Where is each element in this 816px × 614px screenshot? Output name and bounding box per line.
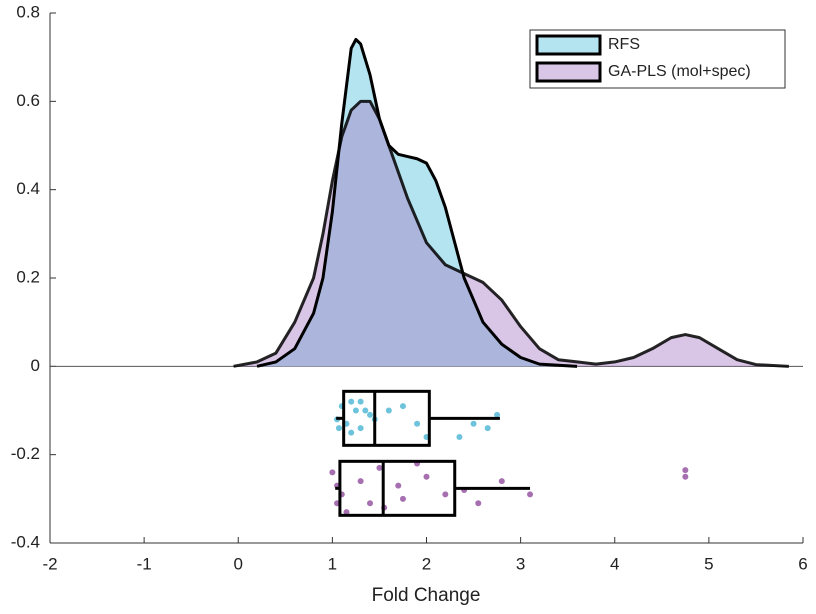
x-tick-label: 6 — [798, 554, 807, 573]
data-point — [395, 482, 402, 489]
x-tick-label: 0 — [234, 554, 243, 573]
data-point — [442, 491, 449, 498]
data-point — [498, 478, 505, 485]
data-point — [376, 464, 383, 471]
x-tick-label: 4 — [610, 554, 619, 573]
x-tick-label: 5 — [704, 554, 713, 573]
data-point — [348, 398, 355, 405]
box — [338, 459, 457, 517]
legend-label: RFS — [608, 36, 640, 53]
data-point — [494, 411, 501, 418]
data-point — [362, 407, 369, 414]
y-tick-label: 0.4 — [16, 179, 40, 198]
legend-swatch — [535, 61, 602, 83]
data-point — [456, 434, 463, 440]
data-point — [357, 425, 364, 432]
data-point — [423, 473, 430, 480]
x-tick-label: 1 — [328, 554, 337, 573]
y-tick-label: -0.4 — [11, 532, 40, 551]
data-point — [385, 407, 392, 414]
x-tick-label: -1 — [137, 554, 152, 573]
data-point — [352, 407, 359, 414]
density-area — [233, 101, 789, 367]
data-point — [399, 403, 406, 410]
x-axis-label: Fold Change — [372, 585, 481, 606]
data-point — [682, 473, 689, 480]
data-point — [367, 411, 374, 418]
data-point — [527, 491, 534, 498]
data-point — [414, 420, 421, 427]
y-tick-label: 0.8 — [16, 2, 40, 21]
density-line — [233, 99, 789, 368]
data-point — [357, 398, 364, 405]
y-tick-label: 0.2 — [16, 267, 40, 286]
x-tick-label: 3 — [516, 554, 525, 573]
data-point — [343, 509, 350, 516]
data-point — [348, 429, 355, 436]
data-point — [357, 478, 364, 485]
data-point — [475, 500, 482, 507]
y-tick-label: 0.6 — [16, 91, 40, 110]
data-point — [484, 425, 491, 432]
box — [342, 389, 431, 447]
density-line — [256, 38, 578, 368]
y-tick-label: -0.2 — [11, 444, 40, 463]
x-tick-label: 2 — [422, 554, 431, 573]
data-point — [329, 469, 336, 476]
data-point — [399, 495, 406, 502]
data-point — [335, 425, 342, 432]
data-point — [470, 420, 477, 427]
y-tick-label: 0 — [31, 356, 40, 375]
density-area — [257, 39, 578, 367]
data-point — [682, 467, 689, 474]
x-tick-label: -2 — [42, 554, 57, 573]
legend-label: GA-PLS (mol+spec) — [608, 63, 751, 80]
legend-swatch — [535, 34, 602, 56]
data-point — [367, 500, 374, 507]
